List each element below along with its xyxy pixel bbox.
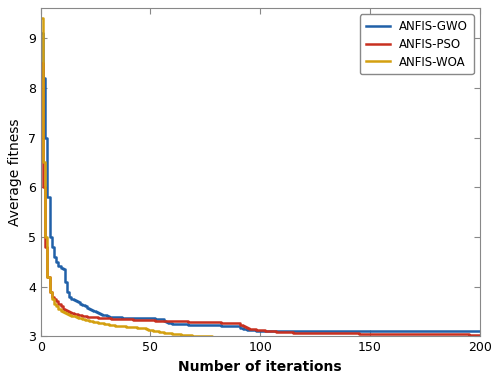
ANFIS-GWO [40, 76, 46, 80]
Line: ANFIS-GWO: ANFIS-GWO [41, 33, 480, 331]
ANFIS-PSO [38, 61, 44, 65]
Legend: ANFIS-GWO, ANFIS-PSO, ANFIS-WOA: ANFIS-GWO, ANFIS-PSO, ANFIS-WOA [360, 14, 474, 74]
ANFIS-PSO [198, 320, 204, 324]
ANFIS-WOA [442, 338, 448, 343]
Line: ANFIS-WOA: ANFIS-WOA [41, 18, 480, 340]
ANFIS-GWO [442, 329, 448, 333]
ANFIS-PSO [40, 185, 46, 189]
ANFIS-PSO [275, 330, 281, 334]
ANFIS-PSO [222, 320, 228, 325]
ANFIS-PSO [78, 313, 84, 318]
ANFIS-GWO [279, 329, 285, 333]
ANFIS-PSO [440, 332, 446, 337]
ANFIS-WOA [275, 336, 281, 341]
ANFIS-GWO [38, 31, 44, 36]
ANFIS-WOA [40, 160, 46, 165]
ANFIS-WOA [78, 316, 84, 320]
Y-axis label: Average fitness: Average fitness [8, 118, 22, 226]
ANFIS-GWO [476, 329, 482, 333]
ANFIS-GWO [222, 324, 228, 328]
ANFIS-GWO [78, 302, 84, 306]
ANFIS-GWO [198, 323, 204, 327]
ANFIS-WOA [222, 335, 228, 340]
Line: ANFIS-PSO: ANFIS-PSO [41, 63, 480, 335]
ANFIS-PSO [476, 332, 482, 337]
ANFIS-GWO [275, 329, 281, 333]
X-axis label: Number of iterations: Number of iterations [178, 360, 342, 374]
ANFIS-WOA [38, 16, 44, 21]
ANFIS-WOA [476, 338, 482, 343]
ANFIS-WOA [433, 338, 439, 343]
ANFIS-WOA [198, 334, 204, 338]
